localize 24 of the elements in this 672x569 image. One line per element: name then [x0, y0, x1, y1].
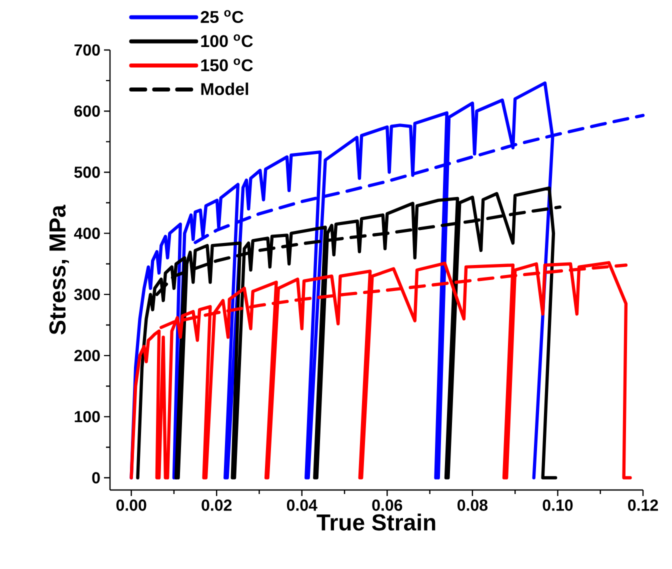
y-tick-label: 200: [74, 350, 100, 362]
line-series: [130, 261, 632, 480]
legend-label: 100 $^{o}$C: [201, 34, 253, 48]
x-tick-label: 0.08: [458, 500, 488, 511]
x-tick-label: 0.10: [542, 500, 573, 511]
line-series: [160, 264, 628, 330]
x-axis-title: True Strain: [316, 514, 436, 531]
y-tick-label: 300: [74, 288, 100, 300]
legend-label: Model: [201, 82, 248, 96]
x-tick-label: 0.04: [286, 500, 318, 511]
y-tick-label: 600: [74, 105, 100, 117]
line-series: [136, 186, 558, 480]
y-tick-label: 0: [92, 472, 100, 484]
legend-label: 25 $^{o}$C: [200, 10, 244, 24]
y-tick-label: 700: [74, 44, 100, 56]
legend-label: 150 $^{o}$C: [201, 58, 253, 72]
y-tick-label: 500: [74, 166, 100, 178]
x-tick-label: 0.06: [372, 500, 402, 511]
y-axis-title: Stress, MPa: [49, 204, 69, 335]
x-tick-label: 0.12: [628, 500, 658, 511]
y-tick-label: 400: [74, 228, 100, 239]
y-tick-label: 100: [74, 411, 100, 422]
x-tick-label: 0.00: [116, 500, 146, 511]
x-tick-label: 0.02: [202, 500, 232, 511]
